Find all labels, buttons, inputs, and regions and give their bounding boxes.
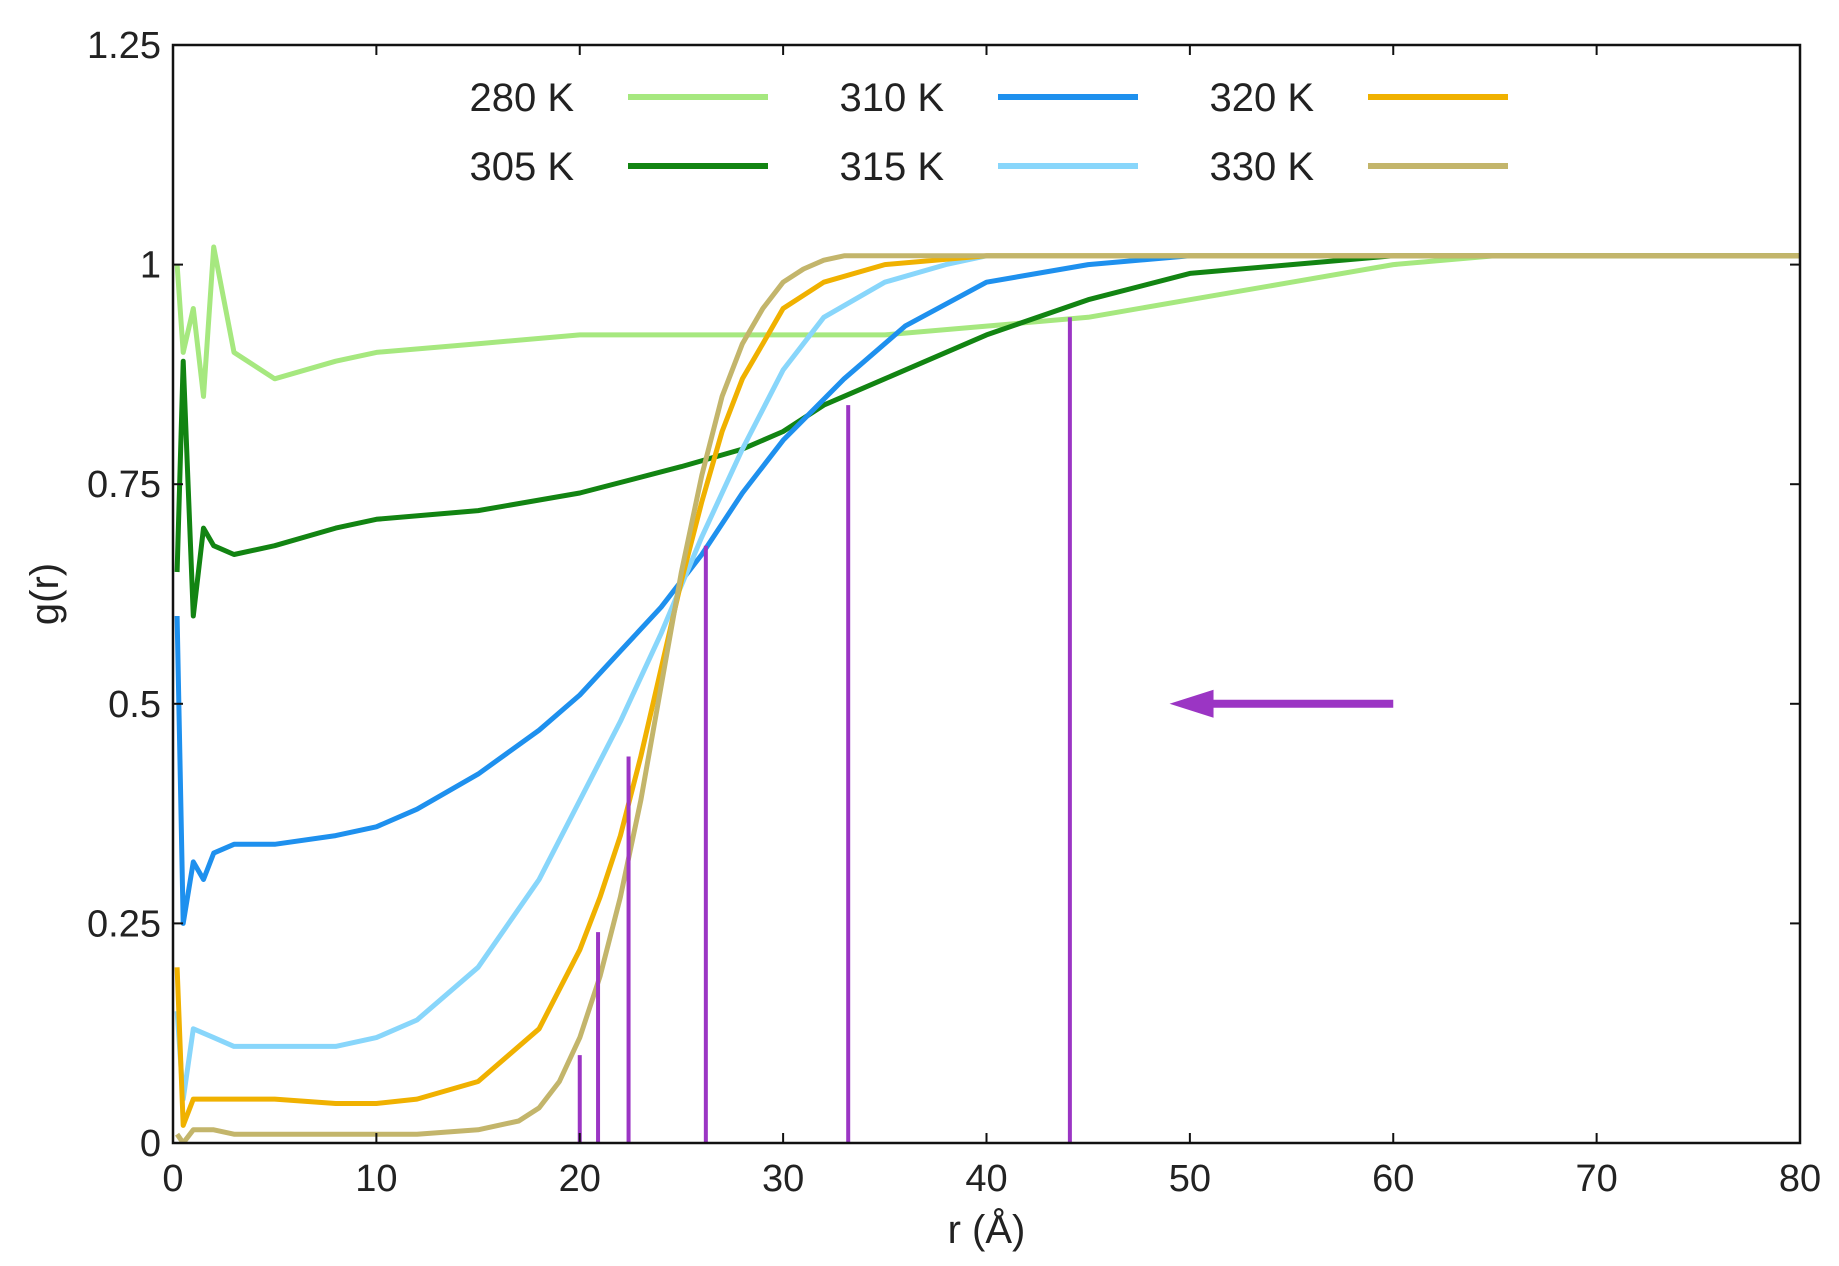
series-line-320k bbox=[174, 253, 1800, 1128]
legend-label: 320 K bbox=[1209, 76, 1314, 120]
y-tick-label: 0.25 bbox=[87, 903, 161, 945]
y-tick-labels: 0 0.25 0.5 0.75 1 1.25 bbox=[87, 25, 161, 1165]
plot-frame bbox=[171, 43, 1802, 1145]
annotation-layer bbox=[577, 317, 1394, 1143]
series-line-310k bbox=[174, 253, 1800, 926]
series-layer bbox=[174, 244, 1800, 1143]
legend-label: 310 K bbox=[839, 76, 944, 120]
x-tick-label: 50 bbox=[1169, 1158, 1211, 1200]
legend-label: 315 K bbox=[839, 145, 944, 189]
legend-label: 305 K bbox=[469, 145, 574, 189]
x-axis-title: r (Å) bbox=[948, 1207, 1026, 1252]
series-line-305k bbox=[174, 253, 1800, 619]
series-line-330k bbox=[175, 253, 1800, 1143]
x-tick-label: 20 bbox=[559, 1158, 601, 1200]
x-tick-label: 30 bbox=[762, 1158, 804, 1200]
x-tick-label: 0 bbox=[162, 1158, 183, 1200]
x-tick-label: 70 bbox=[1575, 1158, 1617, 1200]
y-tick-label: 1 bbox=[140, 245, 161, 287]
y-axis-title: g(r) bbox=[23, 563, 67, 625]
y-tick-label: 0 bbox=[140, 1123, 161, 1165]
legend: 280 K 305 K 310 K 315 K 320 K 330 K bbox=[469, 76, 1508, 189]
series-line-280k bbox=[174, 244, 1800, 399]
legend-label: 330 K bbox=[1209, 145, 1314, 189]
y-tick-label: 1.25 bbox=[87, 25, 161, 67]
legend-label: 280 K bbox=[469, 76, 574, 120]
axis-ticks bbox=[172, 44, 1801, 1144]
y-tick-label: 0.5 bbox=[108, 684, 161, 726]
x-tick-labels: 0 10 20 30 40 50 60 70 80 bbox=[162, 1158, 1821, 1200]
annotation-arrow-head bbox=[1169, 689, 1214, 718]
x-tick-label: 80 bbox=[1779, 1158, 1821, 1200]
x-tick-label: 10 bbox=[355, 1158, 397, 1200]
series-line-315k bbox=[174, 253, 1800, 1102]
x-tick-label: 40 bbox=[965, 1158, 1007, 1200]
x-tick-label: 60 bbox=[1372, 1158, 1414, 1200]
y-tick-label: 0.75 bbox=[87, 464, 161, 506]
